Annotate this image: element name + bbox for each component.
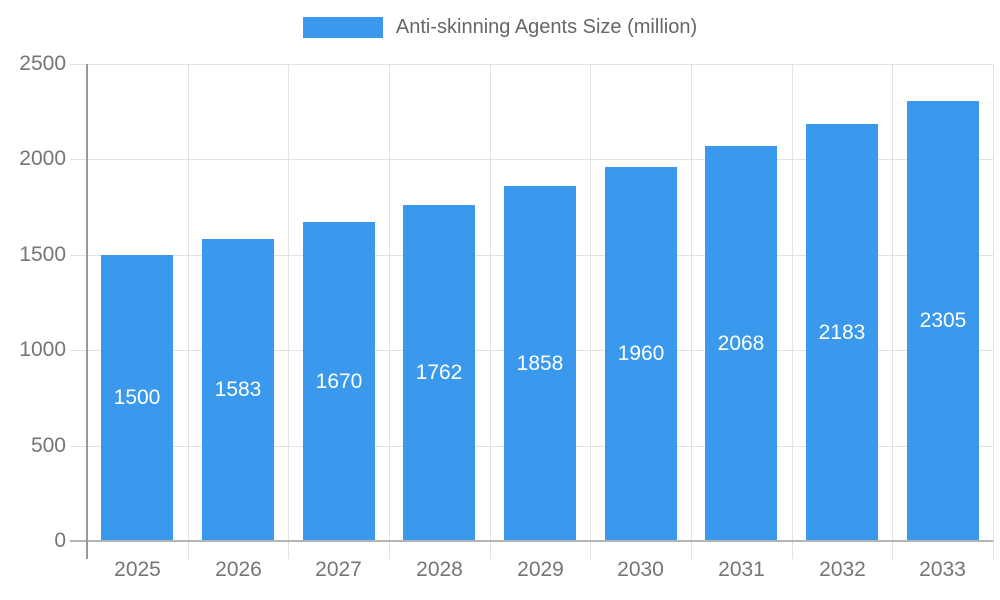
x-axis-tick-label: 2028 <box>416 558 463 581</box>
gridline-vertical <box>691 64 692 559</box>
y-axis-tick-label: 2500 <box>19 52 66 75</box>
bar-2027[interactable]: 1670 <box>303 222 375 541</box>
bar-value-label: 1583 <box>214 378 262 401</box>
gridline-vertical <box>288 64 289 559</box>
y-axis-tick-label: 2000 <box>19 147 66 170</box>
bar-value-label: 1762 <box>415 361 463 384</box>
y-axis-tick-label: 1500 <box>19 243 66 266</box>
bar-value-label: 2305 <box>919 309 967 332</box>
gridline-horizontal <box>70 64 993 65</box>
gridline-vertical <box>892 64 893 559</box>
bar-value-label: 1858 <box>516 351 564 375</box>
bar-value-label: 1960 <box>617 342 665 365</box>
bar-value-label: 2068 <box>717 331 765 355</box>
gridline-horizontal <box>70 159 993 160</box>
bar-2029[interactable]: 1858 <box>504 186 576 541</box>
gridline-vertical <box>993 64 994 559</box>
legend-label[interactable]: Anti-skinning Agents Size (million) <box>395 16 698 38</box>
gridline-vertical <box>389 64 390 559</box>
x-axis-tick-label: 2026 <box>215 558 262 581</box>
bar-2026[interactable]: 1583 <box>202 239 274 541</box>
bar-value-label: 1670 <box>315 369 363 393</box>
bar-2032[interactable]: 2183 <box>806 124 878 541</box>
x-axis-tick-label: 2033 <box>919 558 966 581</box>
gridline-vertical <box>792 64 793 559</box>
bar-2033[interactable]: 2305 <box>907 101 979 541</box>
y-axis-tick-label: 0 <box>54 529 66 552</box>
legend-swatch[interactable] <box>302 17 383 38</box>
bar-2025[interactable]: 1500 <box>101 255 173 541</box>
gridline-vertical <box>590 64 591 559</box>
bar-2030[interactable]: 1960 <box>605 167 677 541</box>
bar-value-label: 2183 <box>818 320 866 344</box>
y-axis-tick-label: 1000 <box>19 338 66 361</box>
x-axis-tick-label: 2031 <box>718 558 765 581</box>
x-axis-tick-label: 2029 <box>517 558 564 581</box>
x-axis-tick-label: 2032 <box>819 558 866 581</box>
y-axis-line <box>86 64 88 559</box>
y-axis-tick-label: 500 <box>30 434 66 457</box>
gridline-vertical <box>490 64 491 559</box>
bar-2028[interactable]: 1762 <box>403 205 475 541</box>
x-axis-line <box>70 540 993 542</box>
x-axis-tick-label: 2030 <box>617 558 664 581</box>
chart-legend[interactable]: Anti-skinning Agents Size (million) <box>0 16 1000 39</box>
gridline-vertical <box>188 64 189 559</box>
bar-2031[interactable]: 2068 <box>705 146 777 541</box>
x-axis-tick-label: 2027 <box>315 558 362 581</box>
x-axis-tick-label: 2025 <box>114 558 161 581</box>
bar-value-label: 1500 <box>113 386 161 409</box>
